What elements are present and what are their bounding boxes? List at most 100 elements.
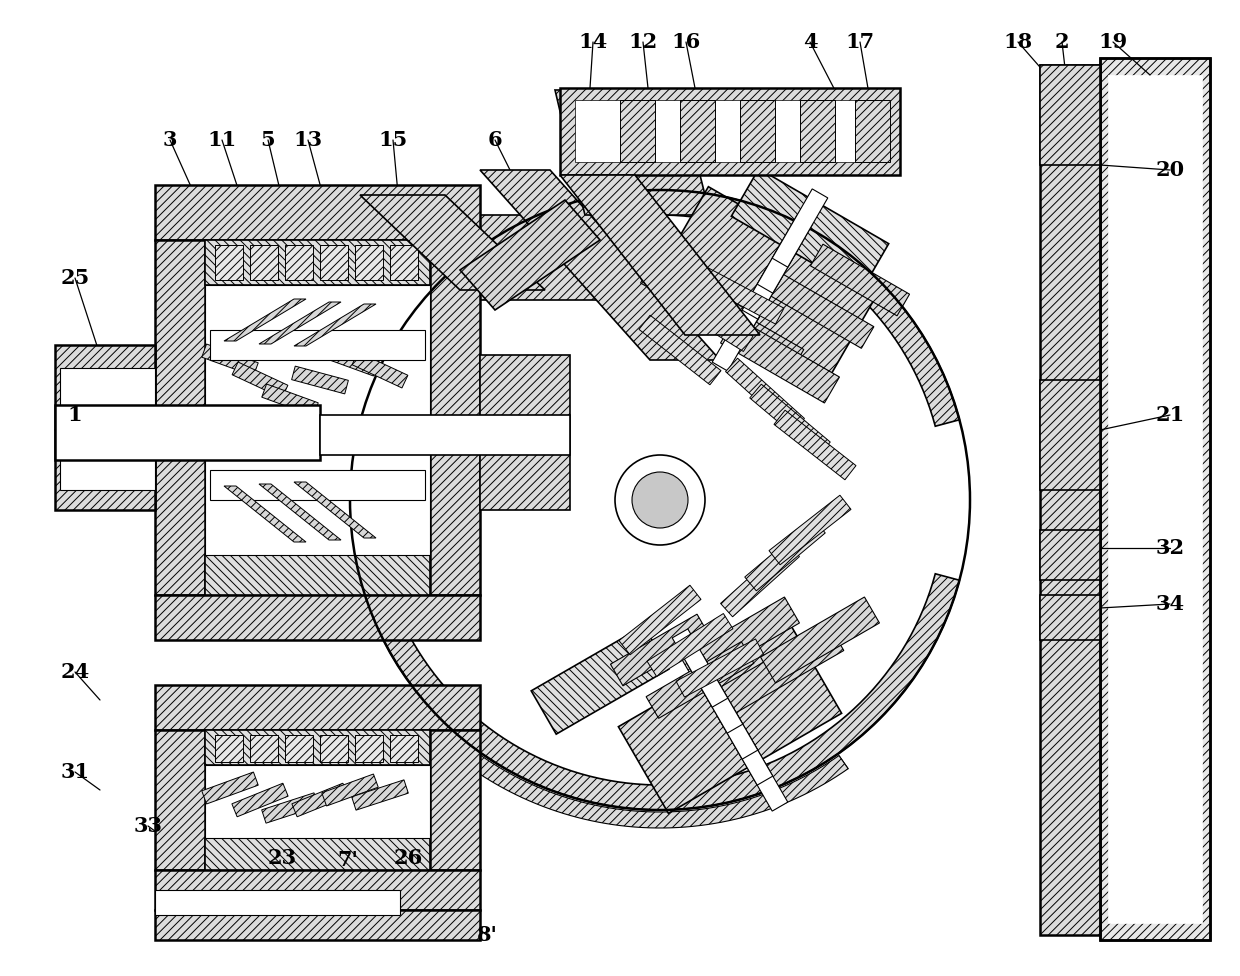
Polygon shape bbox=[202, 344, 258, 376]
Polygon shape bbox=[352, 352, 408, 388]
Polygon shape bbox=[639, 315, 720, 385]
Polygon shape bbox=[224, 299, 306, 341]
Text: 4: 4 bbox=[802, 32, 817, 52]
Polygon shape bbox=[232, 783, 288, 817]
Polygon shape bbox=[155, 685, 480, 730]
Polygon shape bbox=[210, 470, 425, 500]
Polygon shape bbox=[449, 739, 848, 828]
Polygon shape bbox=[155, 910, 480, 940]
Polygon shape bbox=[531, 626, 668, 734]
Text: 14: 14 bbox=[578, 32, 608, 52]
Polygon shape bbox=[725, 358, 805, 431]
Polygon shape bbox=[155, 185, 480, 240]
Polygon shape bbox=[285, 735, 312, 762]
Text: 3: 3 bbox=[162, 130, 177, 150]
Text: 20: 20 bbox=[1156, 160, 1184, 180]
Polygon shape bbox=[232, 362, 288, 398]
Polygon shape bbox=[620, 100, 655, 162]
Polygon shape bbox=[769, 495, 851, 565]
Polygon shape bbox=[560, 175, 760, 335]
Polygon shape bbox=[687, 655, 743, 733]
Polygon shape bbox=[740, 100, 775, 162]
Polygon shape bbox=[55, 345, 155, 510]
Polygon shape bbox=[732, 169, 889, 291]
Text: 26: 26 bbox=[393, 848, 423, 868]
Polygon shape bbox=[743, 241, 797, 319]
Circle shape bbox=[632, 472, 688, 528]
Polygon shape bbox=[1040, 65, 1100, 935]
Polygon shape bbox=[321, 344, 378, 376]
Text: 34: 34 bbox=[1156, 594, 1184, 614]
Polygon shape bbox=[285, 245, 312, 280]
Text: 8': 8' bbox=[476, 925, 497, 945]
Polygon shape bbox=[676, 285, 804, 376]
Polygon shape bbox=[155, 870, 480, 910]
Polygon shape bbox=[480, 170, 720, 360]
Text: 32: 32 bbox=[1156, 538, 1184, 558]
Polygon shape bbox=[575, 175, 711, 215]
Polygon shape bbox=[391, 735, 418, 762]
Polygon shape bbox=[750, 385, 831, 456]
Polygon shape bbox=[811, 244, 910, 316]
Polygon shape bbox=[680, 100, 715, 162]
Circle shape bbox=[615, 455, 706, 545]
Polygon shape bbox=[760, 597, 879, 683]
Polygon shape bbox=[667, 289, 753, 351]
Polygon shape bbox=[361, 574, 960, 810]
Text: 13: 13 bbox=[294, 130, 322, 150]
Polygon shape bbox=[1109, 75, 1202, 923]
Text: 21: 21 bbox=[1156, 405, 1184, 425]
Polygon shape bbox=[155, 890, 401, 915]
Polygon shape bbox=[646, 641, 754, 718]
Polygon shape bbox=[720, 544, 800, 617]
Polygon shape bbox=[205, 765, 430, 838]
Polygon shape bbox=[391, 245, 418, 280]
Text: 16: 16 bbox=[671, 32, 701, 52]
Text: 23: 23 bbox=[268, 848, 296, 868]
Polygon shape bbox=[1100, 58, 1210, 940]
Text: 19: 19 bbox=[1099, 32, 1127, 52]
Polygon shape bbox=[205, 838, 430, 870]
Polygon shape bbox=[745, 519, 826, 590]
Polygon shape bbox=[480, 355, 570, 510]
Polygon shape bbox=[856, 100, 890, 162]
Polygon shape bbox=[460, 200, 600, 310]
Text: 17: 17 bbox=[846, 32, 874, 52]
Polygon shape bbox=[766, 271, 874, 348]
Text: 33: 33 bbox=[134, 816, 162, 836]
Polygon shape bbox=[696, 265, 784, 324]
Polygon shape bbox=[294, 482, 376, 538]
Polygon shape bbox=[720, 317, 839, 403]
Polygon shape bbox=[773, 189, 828, 267]
Text: 5: 5 bbox=[260, 130, 275, 150]
Polygon shape bbox=[702, 681, 758, 759]
Text: 7': 7' bbox=[337, 850, 358, 870]
Polygon shape bbox=[800, 100, 835, 162]
Text: 24: 24 bbox=[61, 662, 89, 682]
Polygon shape bbox=[619, 586, 701, 655]
Text: 18: 18 bbox=[1003, 32, 1033, 52]
Polygon shape bbox=[717, 625, 843, 715]
Polygon shape bbox=[727, 266, 782, 346]
Polygon shape bbox=[556, 90, 701, 175]
Polygon shape bbox=[647, 614, 733, 676]
Text: 1: 1 bbox=[68, 405, 82, 425]
Polygon shape bbox=[360, 195, 546, 290]
Polygon shape bbox=[672, 629, 728, 708]
Polygon shape bbox=[352, 780, 408, 810]
Circle shape bbox=[350, 190, 970, 810]
Text: 25: 25 bbox=[61, 268, 89, 288]
Polygon shape bbox=[658, 186, 882, 373]
Text: 6: 6 bbox=[487, 130, 502, 150]
Polygon shape bbox=[758, 215, 812, 293]
Polygon shape bbox=[262, 384, 319, 416]
Polygon shape bbox=[1040, 595, 1100, 640]
Polygon shape bbox=[155, 240, 205, 595]
Polygon shape bbox=[205, 285, 430, 555]
Polygon shape bbox=[291, 366, 348, 394]
Polygon shape bbox=[712, 293, 768, 371]
Polygon shape bbox=[575, 100, 885, 162]
Polygon shape bbox=[641, 257, 759, 343]
Polygon shape bbox=[430, 730, 480, 870]
Polygon shape bbox=[355, 735, 383, 762]
